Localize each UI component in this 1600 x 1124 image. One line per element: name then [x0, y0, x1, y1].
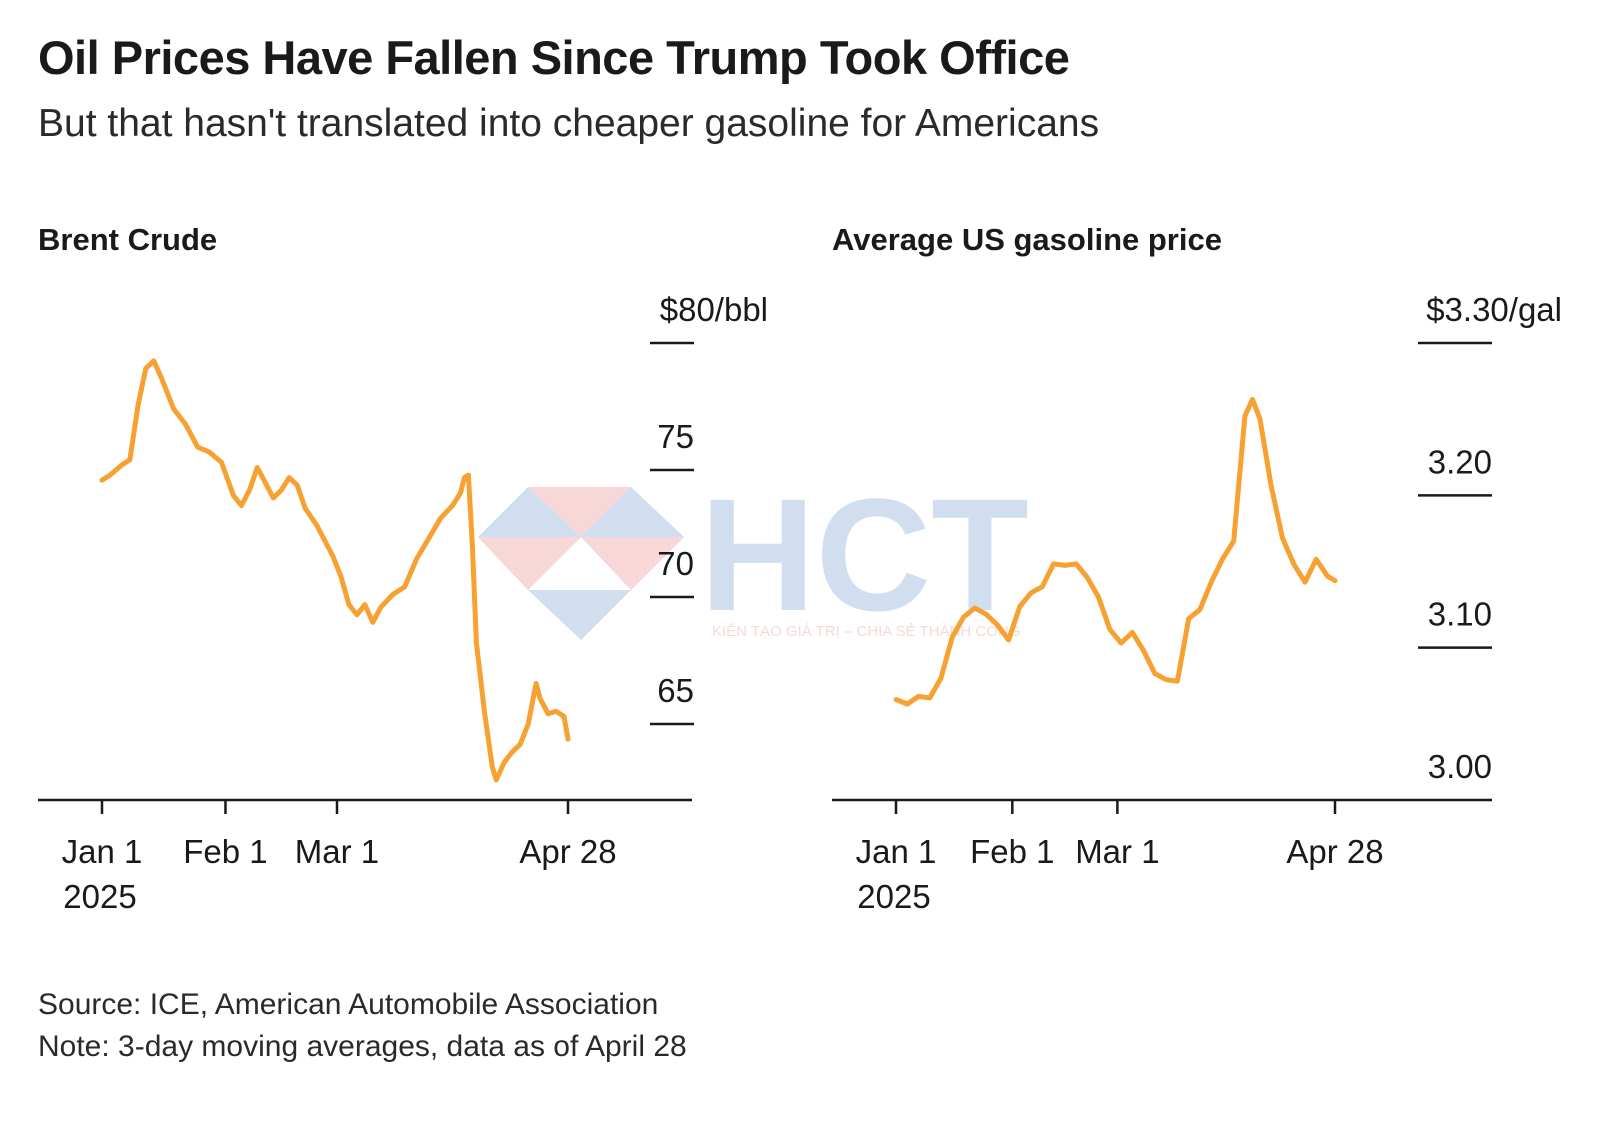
x-tick-sublabel: 2025 — [63, 878, 136, 915]
watermark-text: HCT — [700, 465, 1029, 644]
gasoline-panel-title: Average US gasoline price — [832, 222, 1222, 257]
x-tick-label: Jan 1 — [62, 833, 143, 870]
x-tick-label: Mar 1 — [295, 833, 379, 870]
x-tick-label: Apr 28 — [519, 833, 616, 870]
x-tick-label: Jan 1 — [856, 833, 937, 870]
x-tick-label: Apr 28 — [1286, 833, 1383, 870]
y-tick-label: 65 — [657, 672, 694, 709]
chart-subtitle: But that hasn't translated into cheaper … — [38, 102, 1100, 145]
brent-crude-chart: $80/bbl 75 70 65 Jan 1 2025 Feb 1 Mar 1 Apr 28 — [38, 291, 768, 915]
y-tick-label: $80/bbl — [660, 291, 768, 328]
x-tick-label: Mar 1 — [1075, 833, 1159, 870]
watermark-tagline: KIẾN TẠO GIÁ TRỊ – CHIA SẺ THÀNH CÔNG — [712, 623, 1020, 640]
watermark-logo-right — [581, 487, 684, 590]
y-tick-label: 3.20 — [1428, 443, 1492, 480]
x-tick-sublabel: 2025 — [857, 878, 930, 915]
series-line — [99, 358, 571, 783]
chart-title: Oil Prices Have Fallen Since Trump Took … — [38, 31, 1070, 84]
watermark-logo-bottom-left — [478, 537, 581, 590]
source-note: Source: ICE, American Automobile Associa… — [38, 988, 659, 1021]
watermark-logo-top — [528, 487, 631, 537]
footnote: Note: 3-day moving averages, data as of … — [38, 1030, 687, 1063]
x-tick-label: Feb 1 — [183, 833, 267, 870]
watermark-logo-left — [478, 487, 581, 590]
y-tick-label: 3.10 — [1428, 596, 1492, 633]
y-tick-label: 3.00 — [1428, 748, 1492, 785]
x-tick-label: Feb 1 — [970, 833, 1054, 870]
y-tick-label: $3.30/gal — [1426, 291, 1562, 328]
series-line — [893, 396, 1338, 707]
watermark: HCT KIẾN TẠO GIÁ TRỊ – CHIA SẺ THÀNH CÔN… — [478, 465, 1029, 644]
brent-panel-title: Brent Crude — [38, 222, 218, 257]
watermark-logo-bottom-right — [581, 537, 684, 590]
gasoline-price-chart: $3.30/gal 3.20 3.10 3.00 Jan 1 2025 Feb 1 Mar 1… — [832, 291, 1562, 915]
y-tick-label: 75 — [657, 418, 694, 455]
watermark-logo-base — [528, 590, 631, 640]
y-tick-label: 70 — [657, 545, 694, 582]
